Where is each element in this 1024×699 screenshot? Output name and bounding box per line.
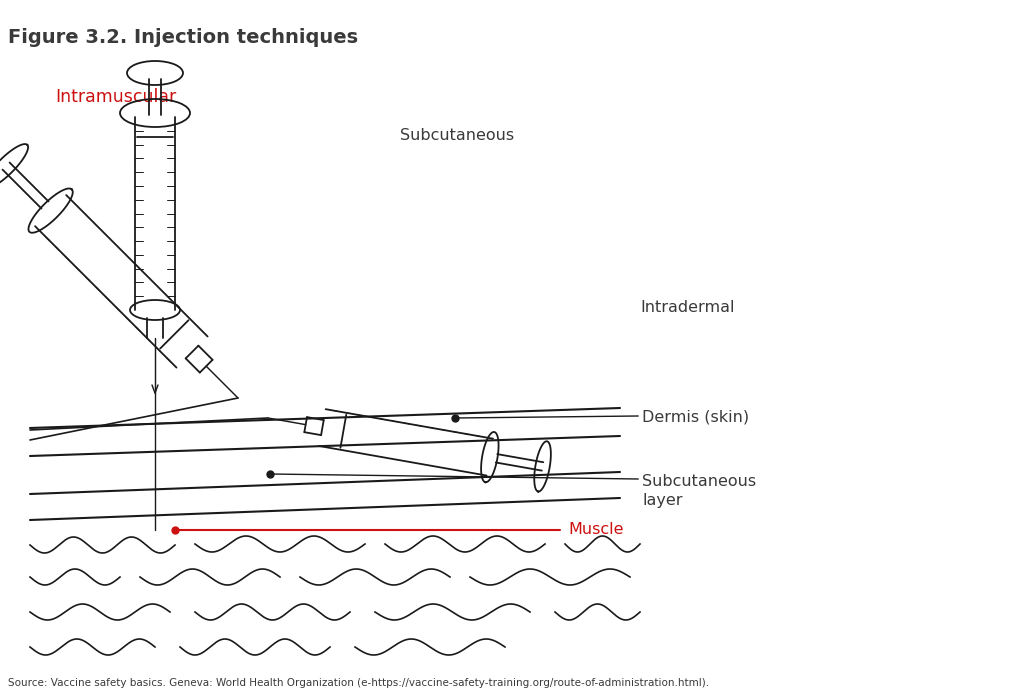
Text: Figure 3.2. Injection techniques: Figure 3.2. Injection techniques bbox=[8, 28, 358, 47]
Text: Intradermal: Intradermal bbox=[640, 300, 734, 315]
Text: Subcutaneous: Subcutaneous bbox=[400, 128, 514, 143]
Text: Muscle: Muscle bbox=[568, 522, 624, 537]
Text: Subcutaneous
layer: Subcutaneous layer bbox=[642, 474, 756, 507]
Text: Dermis (skin): Dermis (skin) bbox=[642, 410, 750, 425]
Text: Intramuscular: Intramuscular bbox=[55, 88, 176, 106]
Text: Source: Vaccine safety basics. Geneva: World Health Organization (e-https://vacc: Source: Vaccine safety basics. Geneva: W… bbox=[8, 678, 710, 688]
